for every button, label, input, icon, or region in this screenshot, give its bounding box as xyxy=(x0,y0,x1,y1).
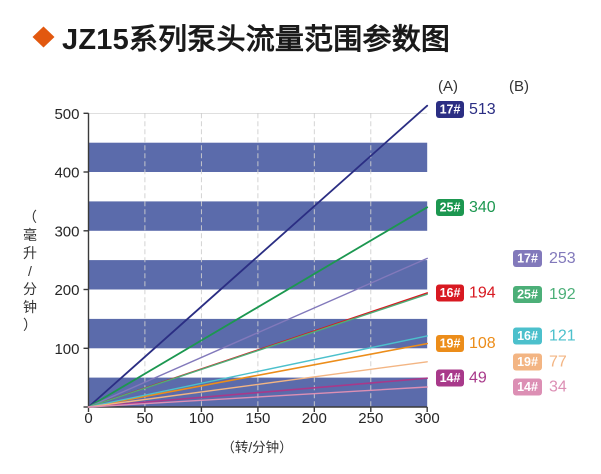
svg-text:16#: 16# xyxy=(440,286,461,300)
svg-text:300: 300 xyxy=(415,410,440,427)
svg-text:25#: 25# xyxy=(517,287,538,301)
svg-text:16#: 16# xyxy=(517,329,538,343)
svg-text:钟: 钟 xyxy=(23,299,37,315)
svg-text:49: 49 xyxy=(469,370,487,387)
svg-text:250: 250 xyxy=(358,410,383,427)
svg-text:(B): (B) xyxy=(509,78,529,95)
svg-text:14#: 14# xyxy=(517,380,538,394)
svg-text:100: 100 xyxy=(189,410,214,427)
svg-text:19#: 19# xyxy=(440,336,461,350)
svg-text:513: 513 xyxy=(469,101,496,118)
svg-text:300: 300 xyxy=(54,223,79,240)
svg-text:200: 200 xyxy=(302,410,327,427)
svg-text:14#: 14# xyxy=(440,371,461,385)
svg-text:200: 200 xyxy=(54,282,79,299)
svg-text:（: （ xyxy=(23,209,37,225)
svg-text:150: 150 xyxy=(245,410,270,427)
svg-text:19#: 19# xyxy=(517,355,538,369)
svg-text:108: 108 xyxy=(469,335,496,352)
svg-text:升: 升 xyxy=(23,245,37,261)
svg-text:17#: 17# xyxy=(517,251,538,265)
svg-text:0: 0 xyxy=(84,410,92,427)
svg-text:500: 500 xyxy=(54,106,79,123)
svg-text:）: ） xyxy=(23,317,37,333)
svg-text:/: / xyxy=(28,263,32,279)
svg-text:192: 192 xyxy=(549,286,576,303)
svg-text:（转/分钟）: （转/分钟） xyxy=(221,439,292,455)
svg-text:34: 34 xyxy=(549,379,567,396)
svg-text:121: 121 xyxy=(549,328,576,345)
svg-text:400: 400 xyxy=(54,165,79,182)
svg-text:77: 77 xyxy=(549,354,567,371)
svg-text:100: 100 xyxy=(54,341,79,358)
svg-text:毫: 毫 xyxy=(23,227,37,243)
svg-text:50: 50 xyxy=(137,410,154,427)
svg-text:(A): (A) xyxy=(438,78,458,95)
svg-text:253: 253 xyxy=(549,250,576,267)
svg-text:340: 340 xyxy=(469,199,496,216)
svg-text:25#: 25# xyxy=(440,200,461,214)
svg-text:分: 分 xyxy=(23,281,37,297)
svg-text:17#: 17# xyxy=(440,102,461,116)
svg-text:194: 194 xyxy=(469,285,496,302)
